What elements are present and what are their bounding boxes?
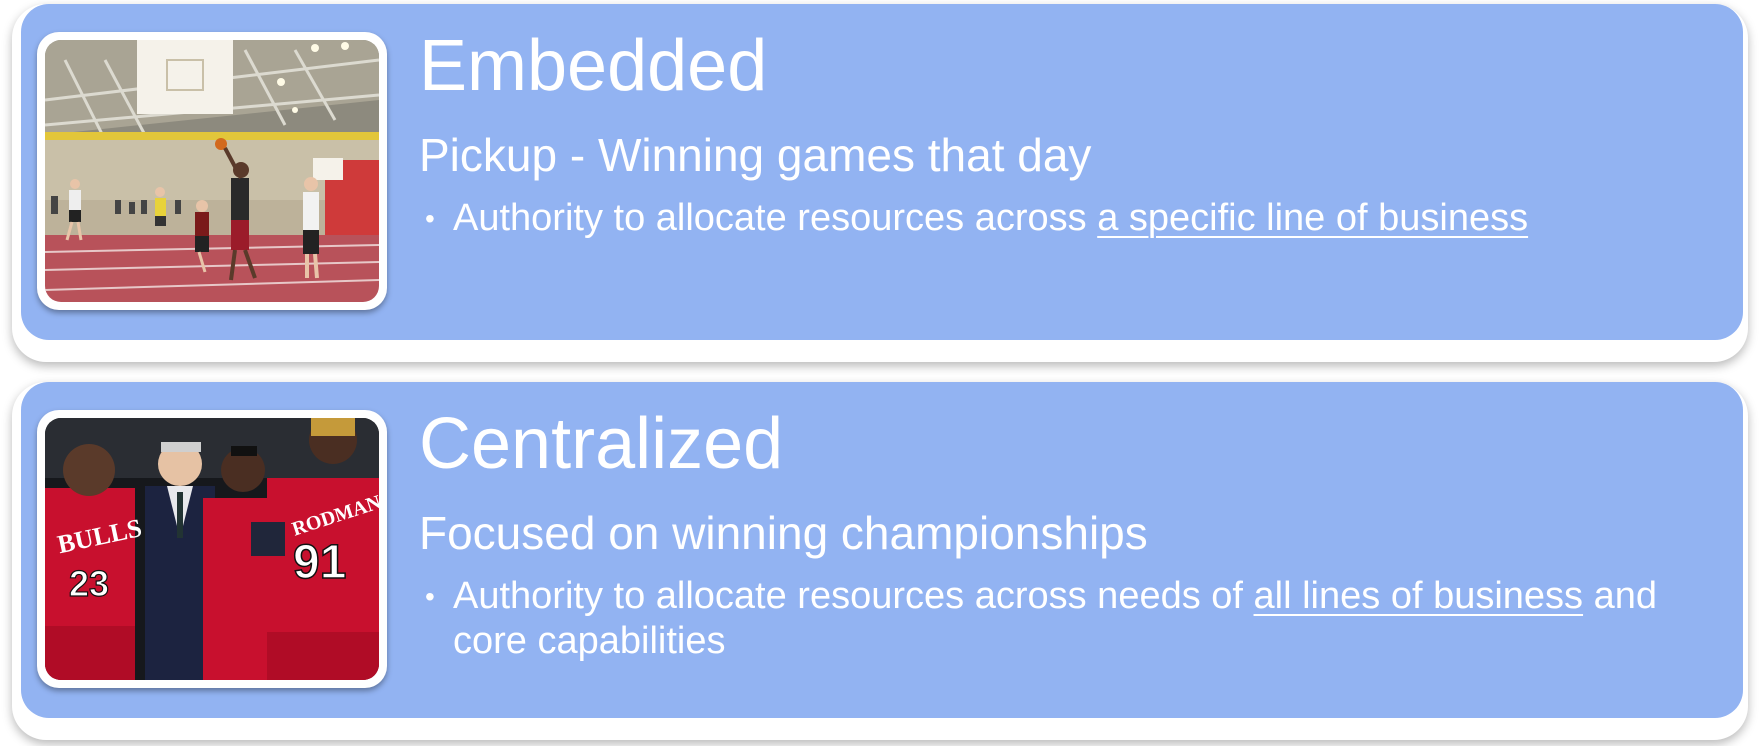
- team-huddle-illustration: BULLS 23 RODMAN 91: [45, 418, 379, 680]
- card-subtitle: Focused on winning championships: [419, 507, 1148, 559]
- card-subtitle: Pickup - Winning games that day: [419, 129, 1092, 181]
- team-huddle-photo: BULLS 23 RODMAN 91: [45, 418, 379, 680]
- centralized-card-panel: BULLS 23 RODMAN 91 Centralized Focused o…: [21, 382, 1743, 718]
- embedded-photo-frame: [37, 32, 387, 310]
- card-title: Centralized: [419, 404, 784, 484]
- bullet-item: Authority to allocate resources across n…: [425, 574, 1723, 664]
- embedded-card: Embedded Pickup - Winning games that day…: [12, 4, 1748, 362]
- pickup-basketball-illustration: [45, 40, 379, 302]
- bullet-text: Authority to allocate resources across: [453, 197, 1098, 239]
- bullet-underlined-text: a specific line of business: [1097, 197, 1529, 239]
- pickup-basketball-photo: [45, 40, 379, 302]
- jersey-number-left: 23: [69, 563, 109, 604]
- jersey-number-right: 91: [293, 536, 346, 589]
- bullet-text-suffix: and core capabilities: [453, 575, 1658, 662]
- card-title: Embedded: [419, 26, 768, 106]
- bullet-underlined-text: all lines of business: [1253, 575, 1584, 617]
- centralized-photo-frame: BULLS 23 RODMAN 91: [37, 410, 387, 688]
- embedded-card-panel: Embedded Pickup - Winning games that day…: [21, 4, 1743, 340]
- bullet-text: Authority to allocate resources across n…: [453, 575, 1254, 617]
- centralized-card: BULLS 23 RODMAN 91 Centralized Focused o…: [12, 382, 1748, 740]
- bullet-item: Authority to allocate resources across a…: [425, 196, 1723, 241]
